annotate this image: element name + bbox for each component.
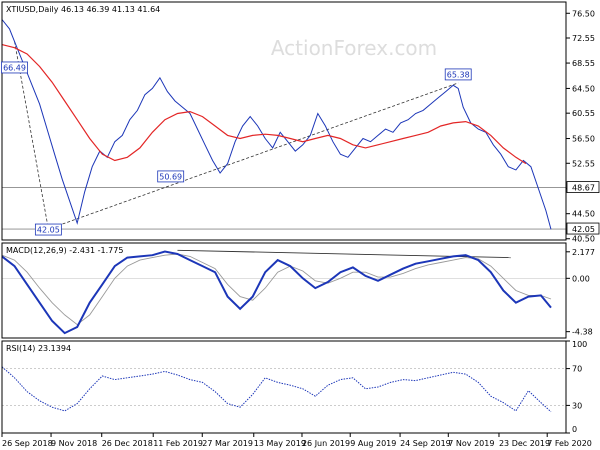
- rsi-series-rsi: [1, 366, 552, 413]
- current-price-label: 42.05: [572, 225, 595, 234]
- price-annotation-label: 66.49: [3, 63, 26, 72]
- price-y-tick-label: 52.55: [572, 159, 595, 168]
- price-annotation-label: 50.69: [159, 172, 182, 181]
- macd-panel-header: MACD(12,26,9) -2.431 -1.775: [6, 246, 123, 255]
- macd-panel-frame: [1, 242, 567, 339]
- price-annotation-box: [444, 68, 472, 81]
- x-tick-label: 26 Sep 2018: [2, 439, 53, 448]
- rsi-panel-frame: [1, 340, 567, 434]
- rsi-y-tick-label: 100: [572, 340, 587, 349]
- price-y-tick-label: 56.50: [572, 135, 595, 144]
- price-ref-level-box: [566, 181, 600, 193]
- x-tick-label: 13 May 2019: [254, 439, 306, 448]
- x-tick-label: 23 Dec 2019: [499, 439, 550, 448]
- macd-series-macd: [1, 250, 552, 335]
- price-trendline-low-high: [48, 82, 459, 230]
- x-tick-label: 11 Feb 2019: [153, 439, 203, 448]
- price-y-tick-label: 72.55: [572, 34, 595, 43]
- x-tick-label: 26 Dec 2018: [102, 439, 153, 448]
- price-y-tick-label: 40.50: [572, 235, 595, 244]
- price-annotation-box: [157, 170, 185, 183]
- current-price-box: [566, 222, 600, 235]
- price-annotation-box: [1, 61, 28, 74]
- rsi-panel-header: RSI(14) 23.1394: [6, 344, 71, 353]
- price-annotation-label: 42.05: [37, 226, 60, 235]
- price-annotation-label: 65.38: [447, 70, 470, 79]
- x-tick-label: 24 Sep 2019: [400, 439, 451, 448]
- x-tick-label: 27 Mar 2019: [202, 439, 253, 448]
- watermark: ActionForex.com: [271, 36, 437, 60]
- macd-y-tick-label: 0.00: [572, 274, 590, 283]
- macd-y-tick-label: -4.38: [572, 328, 593, 337]
- macd-series-signal: [1, 253, 552, 326]
- rsi-y-tick-label: 70: [572, 365, 582, 374]
- price-panel-header: XTIUSD,Daily 46.13 46.39 41.13 41.64: [6, 5, 160, 14]
- price-y-tick-label: 68.55: [572, 59, 595, 68]
- price-y-tick-label: 44.50: [572, 210, 595, 219]
- price-y-tick-label: 64.50: [572, 84, 595, 93]
- price-series-price: [1, 19, 552, 230]
- price-annotation-box: [34, 223, 62, 236]
- price-y-tick-label: 76.50: [572, 9, 595, 18]
- rsi-y-tick-label: 0: [572, 425, 577, 434]
- price-series-ma: [1, 44, 527, 165]
- macd-y-tick-label: 2.177: [572, 248, 595, 257]
- x-tick-label: 9 Nov 2018: [51, 439, 97, 448]
- rsi-y-tick-label: 30: [572, 401, 582, 410]
- x-tick-label: 7 Feb 2020: [547, 439, 592, 448]
- price-ref-level-label: 48.67: [572, 184, 595, 193]
- x-tick-label: 26 Jun 2019: [302, 439, 350, 448]
- x-tick-label: 9 Aug 2019: [350, 439, 396, 448]
- price-panel-frame: [1, 1, 567, 241]
- x-tick-label: 7 Nov 2019: [448, 439, 494, 448]
- price-y-tick-label: 60.55: [572, 109, 595, 118]
